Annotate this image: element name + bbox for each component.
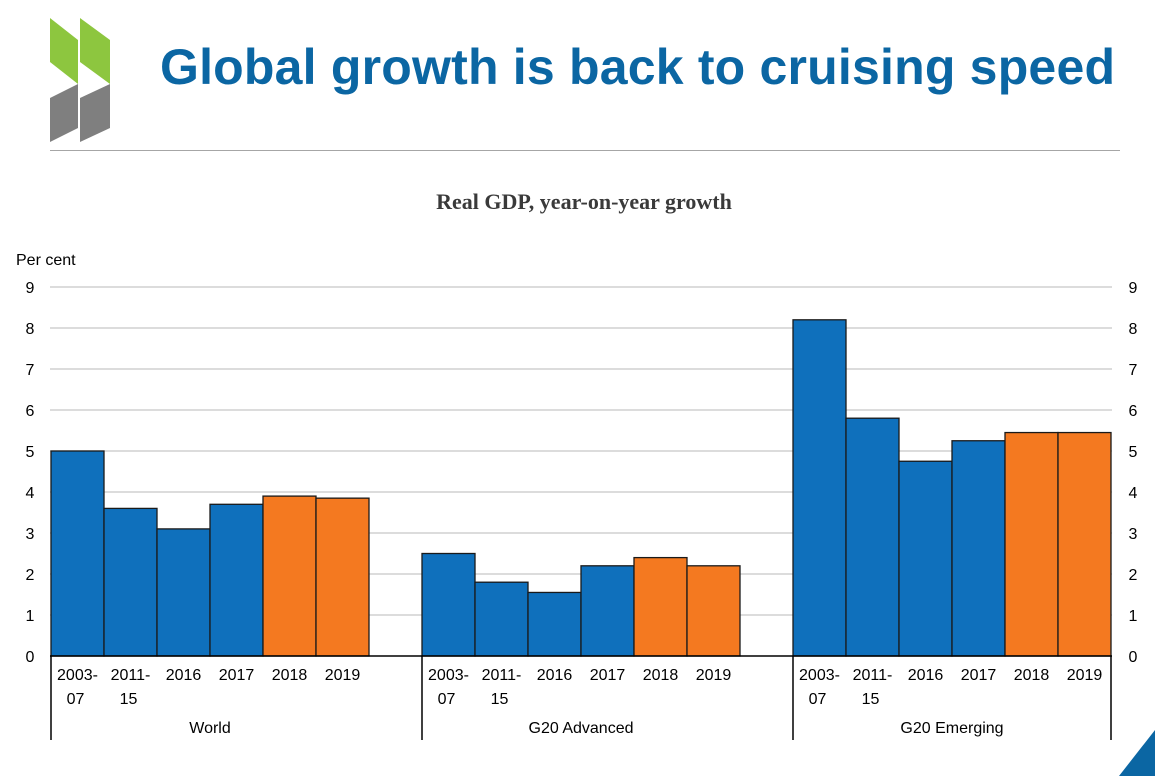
x-tick-label: 07 [67,691,85,708]
x-tick-label: 07 [809,691,827,708]
y-tick-label-left: 4 [26,485,35,502]
y-tick-label-left: 5 [26,444,35,461]
bar-world-2016 [156,528,211,657]
bar-g20-advanced-2018 [633,556,688,657]
bar-world-2019 [315,497,370,657]
bar-g20-emerging-2016 [898,460,953,657]
y-tick-label-right: 5 [1129,444,1138,461]
bar-g20-emerging-2011-15 [845,417,900,657]
bar-g20-advanced-2019 [686,565,741,657]
bar-g20-advanced-2003-07 [421,552,476,657]
title-divider [50,150,1120,151]
x-tick-label: 2011- [853,667,893,684]
bars [50,319,1112,657]
y-tick-label-left: 8 [26,321,35,338]
x-tick-label: 2018 [643,667,679,684]
group-label: World [189,720,231,737]
x-tick-label: 2016 [537,667,573,684]
y-tick-label-left: 1 [26,608,35,625]
bar-g20-emerging-2018 [1004,431,1059,657]
x-tick-label: 07 [438,691,456,708]
x-tick-label: 2011- [482,667,522,684]
x-tick-label: 2019 [696,667,732,684]
corner-triangle [1119,730,1155,776]
y-axis-label: Per cent [16,252,76,269]
bar-g20-emerging-2017 [951,440,1006,657]
x-tick-label: 15 [862,691,880,708]
y-tick-label-left: 2 [26,567,35,584]
x-tick-label: 2003- [57,667,98,684]
x-tick-label: 2003- [799,667,840,684]
bar-world-2003-07 [50,450,105,657]
x-tick-label: 2017 [961,667,997,684]
logo-chevron-grey-1 [50,84,78,142]
y-tick-label-right: 8 [1129,321,1138,338]
x-tick-label: 2017 [590,667,626,684]
logo-chevron-green-1 [50,18,78,84]
x-tick-label: 2018 [1014,667,1050,684]
bar-world-2017 [209,503,264,657]
y-tick-label-right: 2 [1129,567,1138,584]
x-tick-label: 2011- [111,667,151,684]
y-tick-label-right: 9 [1129,280,1138,297]
oecd-logo [50,18,110,142]
y-tick-label-right: 0 [1129,649,1138,666]
group-label: G20 Advanced [529,720,634,737]
slide-title: Global growth is back to cruising speed [160,39,1116,95]
bar-g20-emerging-2019 [1057,431,1112,657]
y-tick-label-right: 7 [1129,362,1138,379]
chart-title: Real GDP, year-on-year growth [436,189,732,214]
x-tick-label: 15 [491,691,509,708]
x-tick-label: 2019 [1067,667,1103,684]
y-tick-label-left: 6 [26,403,35,420]
bar-world-2018 [262,495,317,657]
x-tick-label: 2019 [325,667,361,684]
y-tick-label-right: 4 [1129,485,1138,502]
x-tick-label: 2017 [219,667,255,684]
group-label: G20 Emerging [900,720,1003,737]
x-axis: 2003- 07 2011- 15 2016 2017 2018 2019 World 2003-… [50,655,1112,740]
bar-g20-advanced-2016 [527,591,582,657]
bar-g20-emerging-2003-07 [792,319,847,657]
x-tick-label: 2018 [272,667,308,684]
y-tick-label-right: 1 [1129,608,1138,625]
y-tick-label-right: 3 [1129,526,1138,543]
x-tick-label: 2003- [428,667,469,684]
logo-chevron-green-2 [80,18,110,84]
bar-g20-advanced-2017 [580,565,635,657]
x-tick-label: 15 [120,691,138,708]
y-tick-label-left: 9 [26,280,35,297]
bar-g20-advanced-2011-15 [474,581,529,657]
y-tick-label-right: 6 [1129,403,1138,420]
y-axis-ticks: 0 0 1 1 2 2 3 3 4 4 5 5 6 6 7 7 8 8 9 9 [26,280,1138,666]
x-tick-label: 2016 [908,667,944,684]
x-tick-label: 2016 [166,667,202,684]
bar-world-2011-15 [103,507,158,657]
y-tick-label-left: 0 [26,649,35,666]
y-tick-label-left: 7 [26,362,35,379]
y-tick-label-left: 3 [26,526,35,543]
logo-chevron-grey-2 [80,84,110,142]
